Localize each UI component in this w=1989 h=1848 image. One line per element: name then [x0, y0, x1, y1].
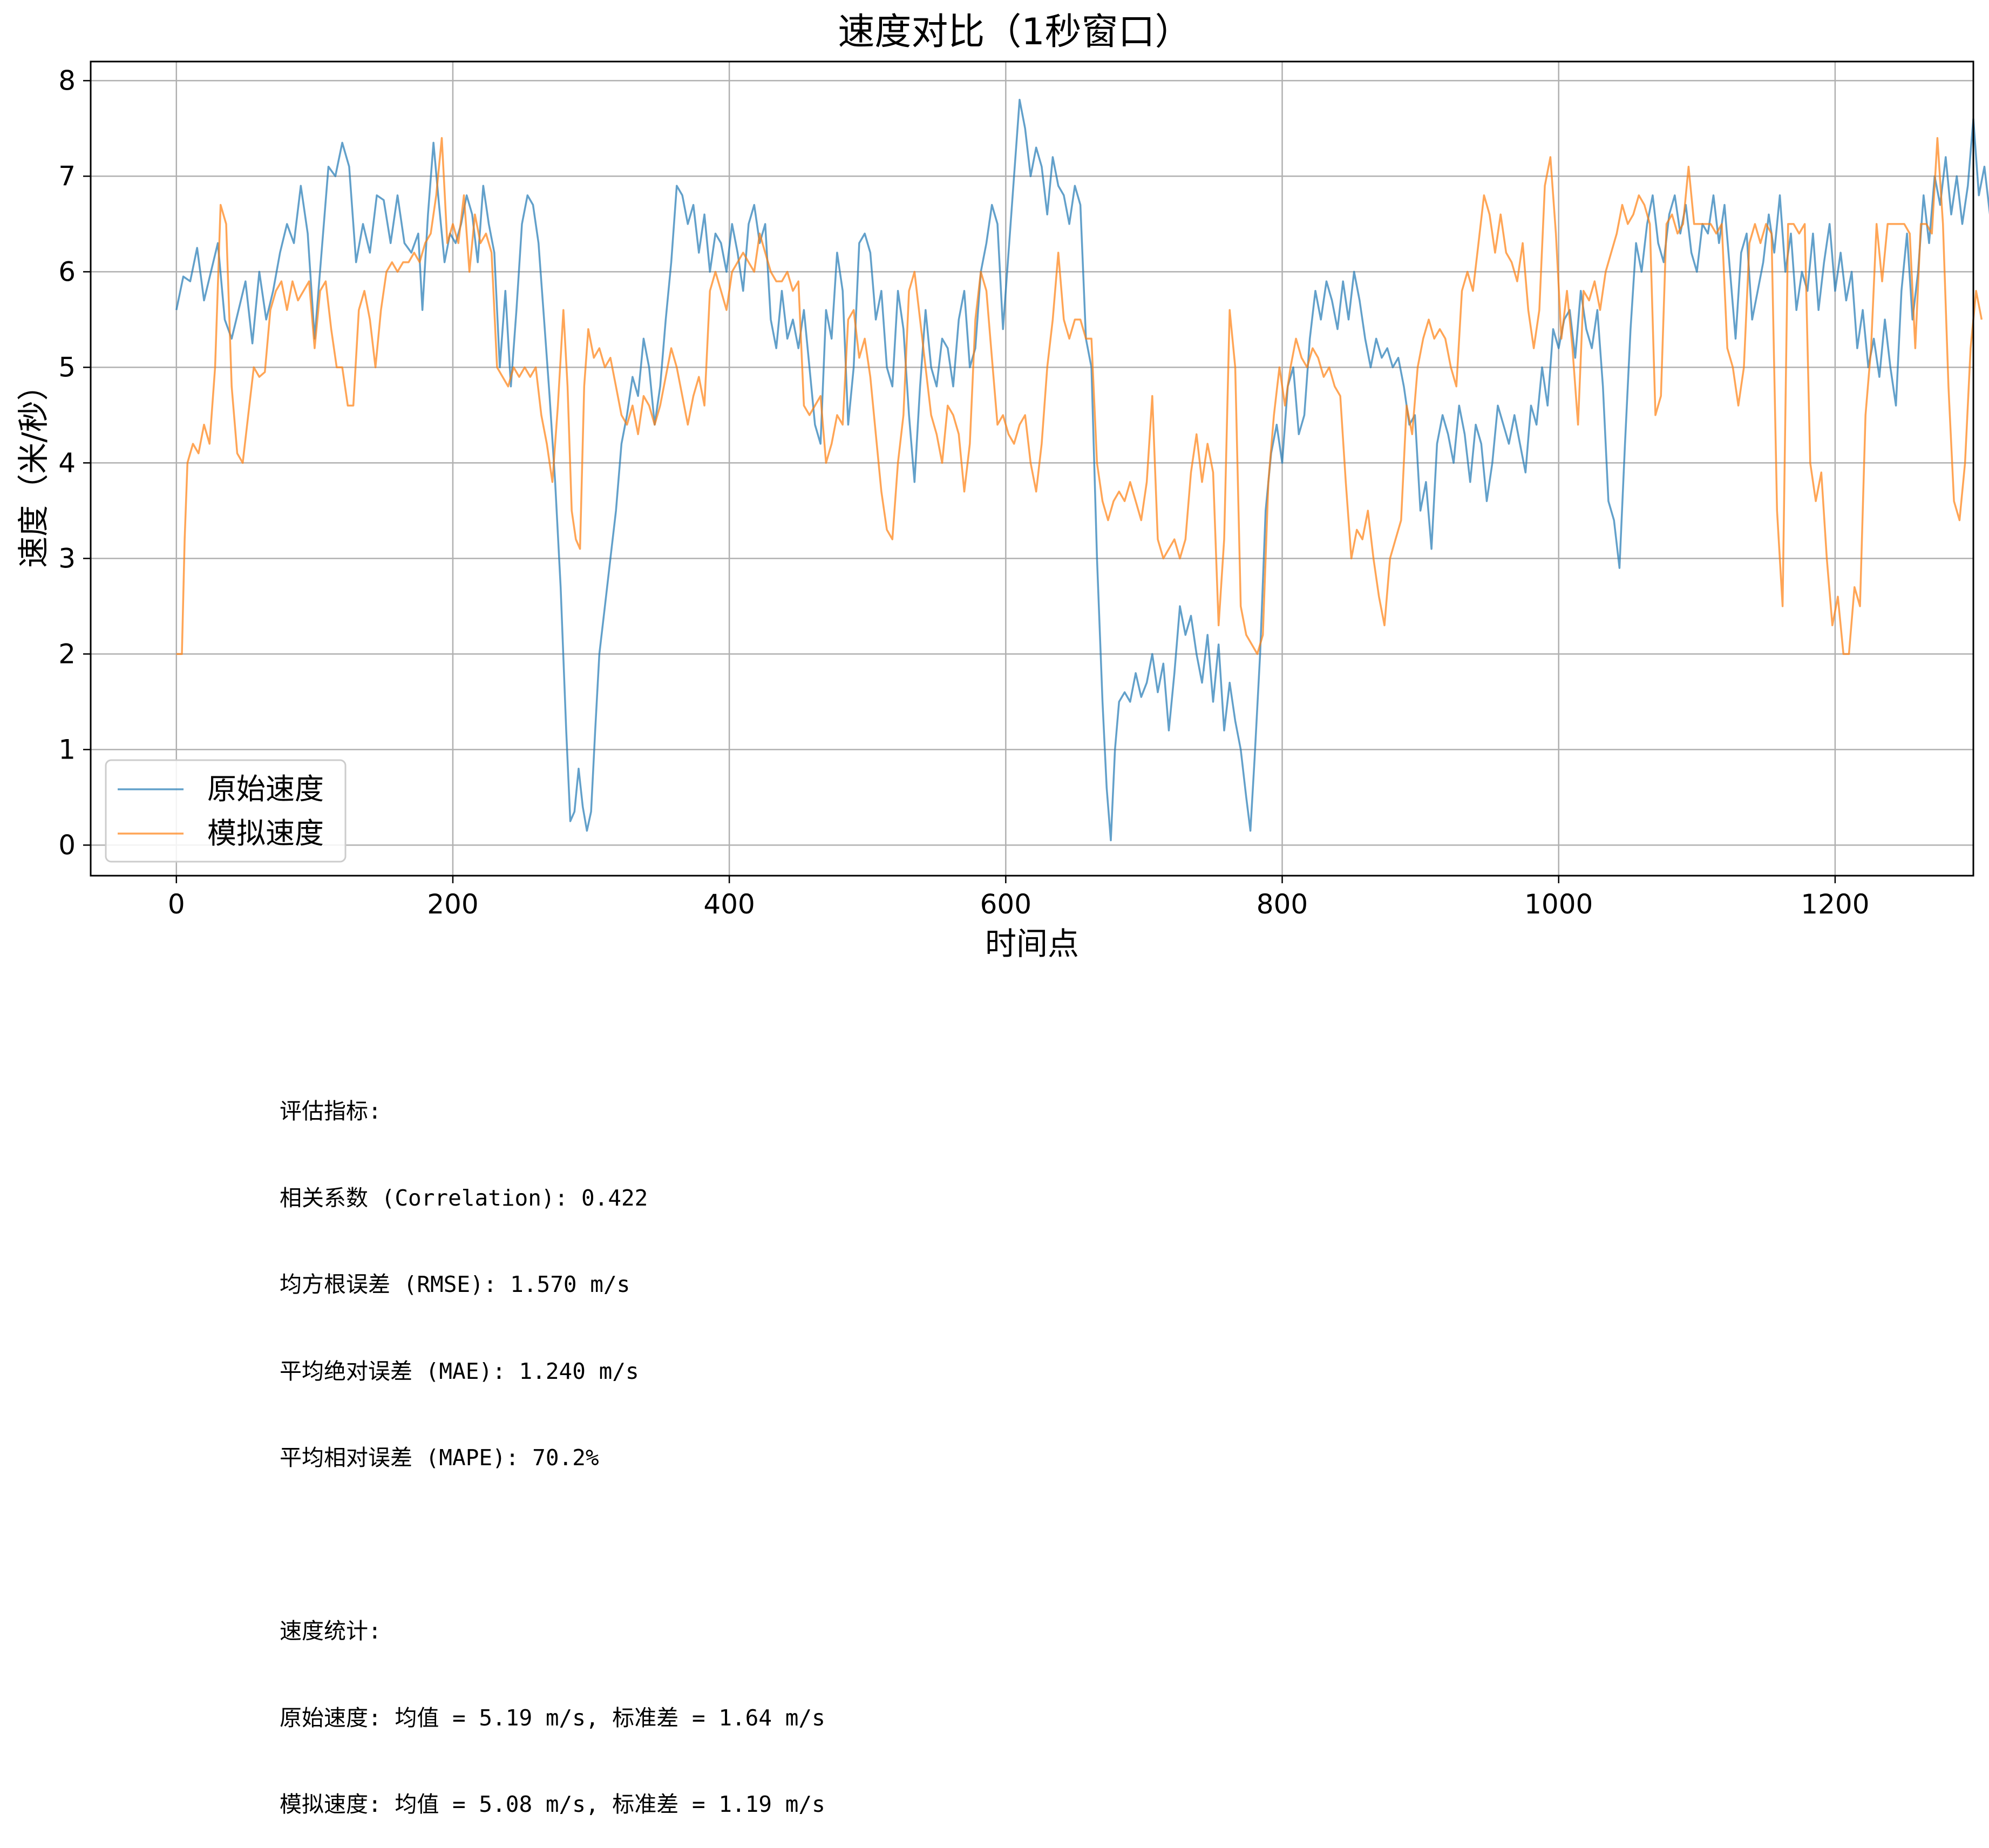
mape-line: 平均相对误差 (MAPE): 70.2% — [280, 1445, 599, 1471]
legend-label-simulated: 模拟速度 — [207, 816, 324, 850]
x-tick-label: 0 — [168, 889, 185, 920]
x-tick-label: 800 — [1257, 889, 1308, 920]
metrics-text-block: 评估指标: 相关系数 (Correlation): 0.422 均方根误差 (R… — [280, 1039, 825, 1848]
mae-line: 平均绝对误差 (MAE): 1.240 m/s — [280, 1358, 639, 1384]
correlation-line: 相关系数 (Correlation): 0.422 — [280, 1184, 648, 1211]
y-axis-label: 速度（米/秒） — [15, 369, 52, 568]
original-speed-stats: 原始速度: 均值 = 5.19 m/s, 标准差 = 1.64 m/s — [280, 1704, 825, 1731]
x-tick-label: 400 — [703, 889, 755, 920]
y-tick-label: 0 — [58, 829, 76, 861]
grid-lines — [91, 62, 1973, 876]
metrics-header: 评估指标: — [280, 1098, 382, 1124]
legend: 原始速度 模拟速度 — [105, 759, 347, 863]
y-tick-label: 6 — [58, 256, 76, 287]
x-tick-label: 1200 — [1801, 889, 1869, 920]
x-axis-label: 时间点 — [985, 925, 1079, 962]
series-layer — [175, 99, 1989, 842]
simulated-speed-stats: 模拟速度: 均值 = 5.08 m/s, 标准差 = 1.19 m/s — [280, 1791, 825, 1817]
legend-frame — [105, 759, 347, 863]
speed-comparison-chart: 速度对比（1秒窗口） 0 200 400 600 800 1000 1200 0 1 2 3 4 5 6 7… — [15, 11, 1989, 962]
rmse-line: 均方根误差 (RMSE): 1.570 m/s — [280, 1271, 630, 1297]
x-tick-label: 200 — [427, 889, 478, 920]
speed-stats-header: 速度统计: — [280, 1618, 382, 1644]
series-line-simulated — [176, 137, 1983, 655]
plot-frame — [90, 60, 1974, 877]
y-tick-label: 2 — [58, 638, 76, 669]
legend-label-original: 原始速度 — [207, 772, 324, 806]
y-tick-label: 7 — [58, 160, 76, 192]
axis-ticks: 0 200 400 600 800 1000 1200 0 1 2 3 4 5 6 7 8 — [58, 65, 1869, 920]
y-tick-label: 4 — [58, 447, 76, 478]
y-tick-label: 8 — [58, 65, 76, 96]
y-tick-label: 5 — [58, 351, 76, 383]
chart-title: 速度对比（1秒窗口） — [838, 11, 1191, 53]
x-tick-label: 1000 — [1524, 889, 1593, 920]
y-tick-label: 1 — [58, 734, 76, 765]
x-tick-label: 600 — [980, 889, 1031, 920]
series-line-original — [175, 99, 1989, 842]
spacer — [280, 1531, 825, 1560]
y-tick-label: 3 — [58, 543, 76, 574]
